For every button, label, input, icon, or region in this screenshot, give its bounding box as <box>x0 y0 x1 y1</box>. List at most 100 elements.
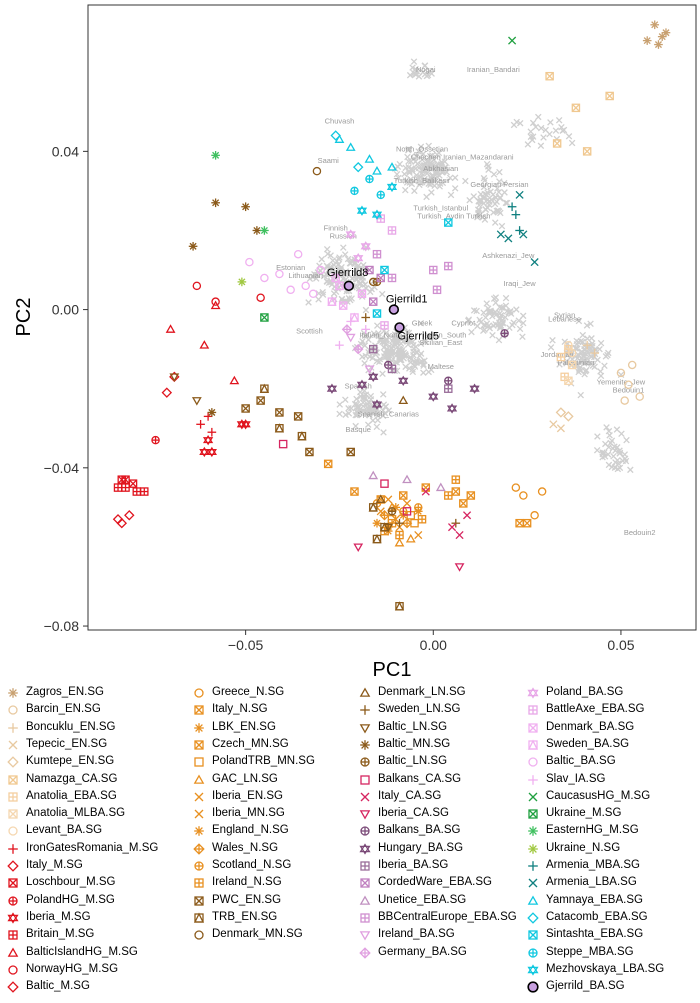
legend-key-icon <box>359 895 371 905</box>
data-point <box>496 230 505 239</box>
reference-point <box>336 401 344 408</box>
reference-point <box>305 299 312 306</box>
data-point <box>522 518 532 528</box>
reference-point <box>353 266 361 273</box>
data-point <box>196 419 205 429</box>
reference-point <box>425 368 432 376</box>
legend-item-label: Ukraine_N.SG <box>546 841 621 854</box>
reference-point <box>627 466 634 474</box>
data-point <box>635 392 644 401</box>
reference-point <box>410 58 418 65</box>
data-point <box>661 28 671 38</box>
reference-point <box>370 330 378 337</box>
series-germany-ba-sg <box>341 324 364 355</box>
reference-point <box>369 417 377 424</box>
data-point <box>549 420 558 429</box>
data-point <box>371 209 383 220</box>
reference-point <box>363 331 371 339</box>
reference-point <box>427 159 434 167</box>
data-point <box>627 360 637 370</box>
data-point <box>446 403 458 414</box>
data-point <box>582 147 592 156</box>
reference-point <box>374 322 381 329</box>
reference-point <box>329 257 337 264</box>
reference-point <box>412 65 419 73</box>
data-point <box>435 482 446 492</box>
reference-point <box>575 317 583 325</box>
reference-point <box>403 337 410 345</box>
series-pwc-en-sg <box>241 396 355 457</box>
data-point <box>364 365 375 375</box>
data-point <box>334 134 345 143</box>
legend-item-label: Levant_BA.SG <box>26 824 103 837</box>
data-point <box>211 297 220 306</box>
series-barcin-en-sg <box>616 360 644 405</box>
legend-item-label: Sweden_LN.SG <box>378 703 461 716</box>
reference-label: Lithuanian <box>288 271 323 280</box>
series-battleaxe-eba-sg <box>376 214 397 330</box>
reference-point <box>353 395 360 403</box>
reference-label: Iraqi_Jew <box>504 279 537 288</box>
reference-point <box>614 457 621 464</box>
data-point <box>556 424 565 433</box>
legend-item-label: Tepecic_EN.SG <box>26 737 108 750</box>
series-denmark-ln-sg <box>375 395 409 503</box>
data-point <box>402 499 412 508</box>
legend-item-label: IronGatesRomania_M.SG <box>26 841 159 854</box>
reference-point <box>428 179 435 186</box>
legend-key-icon <box>360 740 370 750</box>
data-point <box>455 531 464 540</box>
reference-point <box>507 310 515 317</box>
reference-point <box>336 410 343 418</box>
reference-point <box>616 449 624 457</box>
series-iberia-m-sg <box>199 419 251 458</box>
reference-point <box>417 340 425 347</box>
data-point <box>368 297 378 306</box>
reference-point <box>623 436 630 444</box>
data-point <box>654 40 663 49</box>
legend-key-icon <box>360 878 370 888</box>
data-point <box>199 446 210 458</box>
legend-key-icon <box>194 826 204 837</box>
data-point <box>376 190 385 200</box>
reference-point <box>402 363 409 371</box>
reference-point <box>494 207 502 214</box>
data-point <box>444 491 453 500</box>
data-point <box>338 301 348 310</box>
data-point <box>414 503 423 512</box>
legend-item-label: Kumtepe_EN.SG <box>26 755 115 768</box>
data-point <box>237 277 247 287</box>
data-point <box>341 324 353 335</box>
data-point <box>463 511 472 520</box>
reference-point <box>341 251 349 258</box>
reference-label: Spanish_Canarias <box>358 409 420 418</box>
legend-key-icon <box>194 861 204 871</box>
data-point <box>357 289 367 299</box>
reference-point <box>336 254 343 261</box>
data-point <box>371 399 383 410</box>
data-point <box>331 273 340 283</box>
legend-key-icon <box>359 810 371 820</box>
data-point <box>352 343 364 355</box>
reference-point <box>354 403 362 410</box>
reference-point <box>402 336 410 343</box>
reference-point <box>409 167 416 175</box>
legend-key-icon <box>359 931 371 941</box>
data-point <box>421 487 430 496</box>
data-point <box>508 36 517 45</box>
data-point <box>387 364 397 374</box>
legend-key-icon <box>194 688 204 698</box>
reference-point <box>416 359 424 366</box>
reference-point <box>379 338 386 345</box>
legend-item-label: Denmark_BA.SG <box>546 720 635 733</box>
data-point <box>293 249 303 259</box>
reference-point <box>462 177 469 185</box>
data-point <box>361 325 371 334</box>
legend-key-icon <box>527 895 539 905</box>
reference-label: Maltese <box>428 362 454 371</box>
reference-point <box>380 344 388 351</box>
data-point <box>360 241 371 252</box>
reference-label: Russian <box>330 231 357 240</box>
data-point <box>372 533 382 544</box>
data-point <box>444 261 453 271</box>
